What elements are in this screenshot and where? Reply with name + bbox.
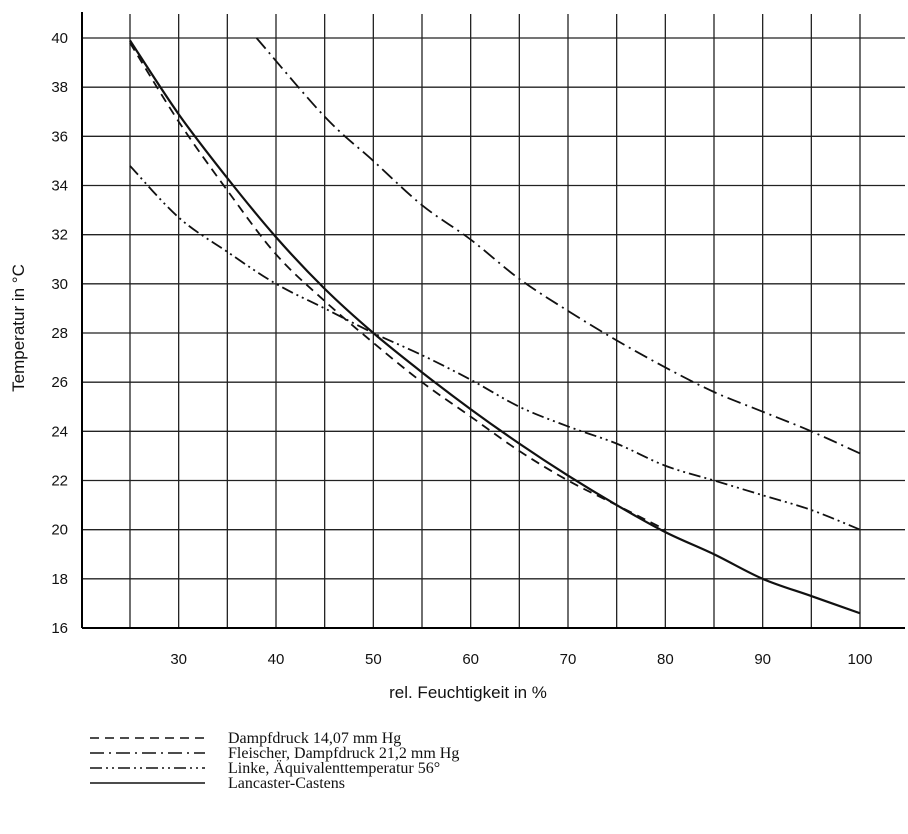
y-tick-label: 26 (51, 374, 68, 391)
y-tick-label: 20 (51, 522, 68, 539)
y-tick-label: 18 (51, 571, 68, 588)
series-line-2 (255, 37, 861, 455)
y-tick-label: 16 (51, 620, 68, 637)
x-tick-label: 70 (560, 651, 577, 668)
series-layer (129, 37, 861, 615)
y-tick-label: 40 (51, 30, 68, 47)
series-line-4 (129, 39, 861, 615)
legend-label-4: Lancaster-Castens (228, 775, 345, 792)
series-line-3 (129, 165, 861, 531)
y-tick-label: 32 (51, 227, 68, 244)
y-tick-label: 22 (51, 473, 68, 490)
y-tick-label: 38 (51, 79, 68, 96)
y-tick-label: 30 (51, 276, 68, 293)
x-tick-label: 80 (657, 651, 674, 668)
y-tick-labels: 16 18 20 22 24 26 28 30 32 34 36 38 40 (51, 30, 68, 637)
legend-label-2: Fleischer, Dampfdruck 21,2 mm Hg (228, 745, 459, 762)
x-tick-label: 90 (754, 651, 771, 668)
x-tick-label: 40 (268, 651, 285, 668)
x-tick-label: 100 (847, 651, 872, 668)
x-tick-label: 30 (170, 651, 187, 668)
x-axis-label: rel. Feuchtigkeit in % (389, 683, 547, 702)
y-tick-label: 28 (51, 325, 68, 342)
x-tick-label: 50 (365, 651, 382, 668)
y-tick-label: 36 (51, 128, 68, 145)
grid-lines (82, 14, 905, 629)
x-tick-labels: 30 40 50 60 70 80 90 100 (170, 651, 872, 668)
x-tick-label: 60 (462, 651, 479, 668)
series-line-1 (129, 42, 666, 531)
axes (81, 12, 905, 629)
y-tick-label: 24 (51, 423, 68, 440)
legend-label-3: Linke, Äquivalenttemperatur 56° (228, 759, 440, 777)
y-tick-label: 34 (51, 178, 68, 195)
legend-label-1: Dampfdruck 14,07 mm Hg (228, 730, 401, 747)
y-axis-label: Temperatur in °C (9, 264, 28, 392)
